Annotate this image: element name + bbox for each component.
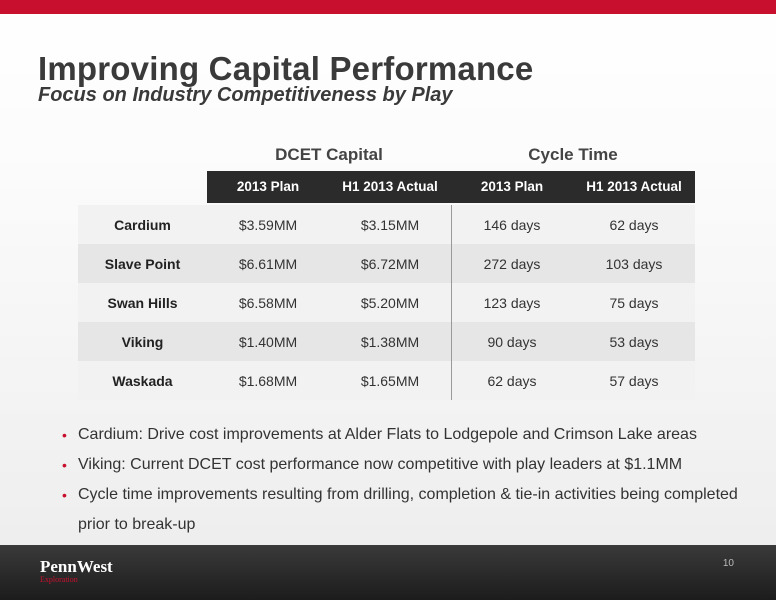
bullet-text: Cycle time improvements resulting from d…: [78, 486, 738, 533]
column-header: H1 2013 Actual: [342, 179, 438, 194]
row-label: Waskada: [112, 372, 173, 389]
table-cell: 103 days: [605, 255, 663, 272]
top-accent-bar: [0, 0, 776, 14]
column-header: 2013 Plan: [236, 179, 300, 194]
column-header-row: 2013 Plan H1 2013 Actual 2013 Plan H1 20…: [207, 171, 695, 203]
table-cell: 123 days: [483, 294, 541, 311]
table-row: Waskada $1.68MM $1.65MM 62 days 57 days: [78, 361, 695, 400]
column-header: 2013 Plan: [480, 179, 544, 194]
logo-subtext: Exploration: [40, 575, 78, 584]
row-label: Slave Point: [104, 255, 181, 272]
table-row: Swan Hills $6.58MM $5.20MM 123 days 75 d…: [78, 283, 695, 322]
row-label: Cardium: [114, 216, 171, 233]
bullet-icon: •: [62, 427, 67, 443]
footer-bar: PennWest Exploration 10: [0, 545, 776, 600]
group-header-dcet-capital: DCET Capital: [275, 145, 383, 164]
table-cell: $1.65MM: [360, 372, 420, 389]
table-cell: $6.61MM: [238, 255, 298, 272]
data-table: Cardium $3.59MM $3.15MM 146 days 62 days…: [78, 205, 695, 400]
table-cell: 57 days: [609, 372, 659, 389]
bullet-item: • Viking: Current DCET cost performance n…: [62, 450, 762, 480]
slide-title: Improving Capital Performance: [38, 50, 534, 87]
bullet-icon: •: [62, 487, 67, 503]
table-row: Cardium $3.59MM $3.15MM 146 days 62 days: [78, 205, 695, 244]
table-cell: 62 days: [609, 216, 659, 233]
column-header: H1 2013 Actual: [586, 179, 682, 194]
table-cell: $3.59MM: [238, 216, 298, 233]
bullet-text: Viking: Current DCET cost performance no…: [78, 456, 683, 473]
table-cell: 146 days: [483, 216, 541, 233]
bullet-item: • Cycle time improvements resulting from …: [62, 480, 762, 540]
table-cell: $6.72MM: [360, 255, 420, 272]
table-row: Slave Point $6.61MM $6.72MM 272 days 103…: [78, 244, 695, 283]
column-divider: [451, 205, 452, 400]
table-cell: $1.68MM: [238, 372, 298, 389]
table-row: Viking $1.40MM $1.38MM 90 days 53 days: [78, 322, 695, 361]
bullet-text: Cardium: Drive cost improvements at Alde…: [78, 426, 697, 443]
table-cell: 62 days: [487, 372, 537, 389]
slide-subtitle: Focus on Industry Competitiveness by Pla…: [38, 84, 453, 106]
company-logo: PennWest Exploration: [40, 557, 113, 584]
row-label: Swan Hills: [107, 294, 178, 311]
table-cell: $6.58MM: [238, 294, 298, 311]
table-cell: $1.38MM: [360, 333, 420, 350]
group-header-cycle-time: Cycle Time: [528, 145, 618, 164]
bullet-item: • Cardium: Drive cost improvements at Ald…: [62, 420, 762, 450]
table-cell: $1.40MM: [238, 333, 298, 350]
logo-name: PennWest: [40, 557, 113, 576]
bullet-icon: •: [62, 457, 67, 473]
table-cell: 53 days: [609, 333, 659, 350]
bullet-list: • Cardium: Drive cost improvements at Ald…: [62, 420, 762, 540]
table-cell: $5.20MM: [360, 294, 420, 311]
table-cell: 90 days: [487, 333, 537, 350]
table-cell: 272 days: [483, 255, 541, 272]
table-cell: 75 days: [609, 294, 659, 311]
table-cell: $3.15MM: [360, 216, 420, 233]
page-number: 10: [722, 558, 734, 569]
row-label: Viking: [121, 333, 164, 350]
